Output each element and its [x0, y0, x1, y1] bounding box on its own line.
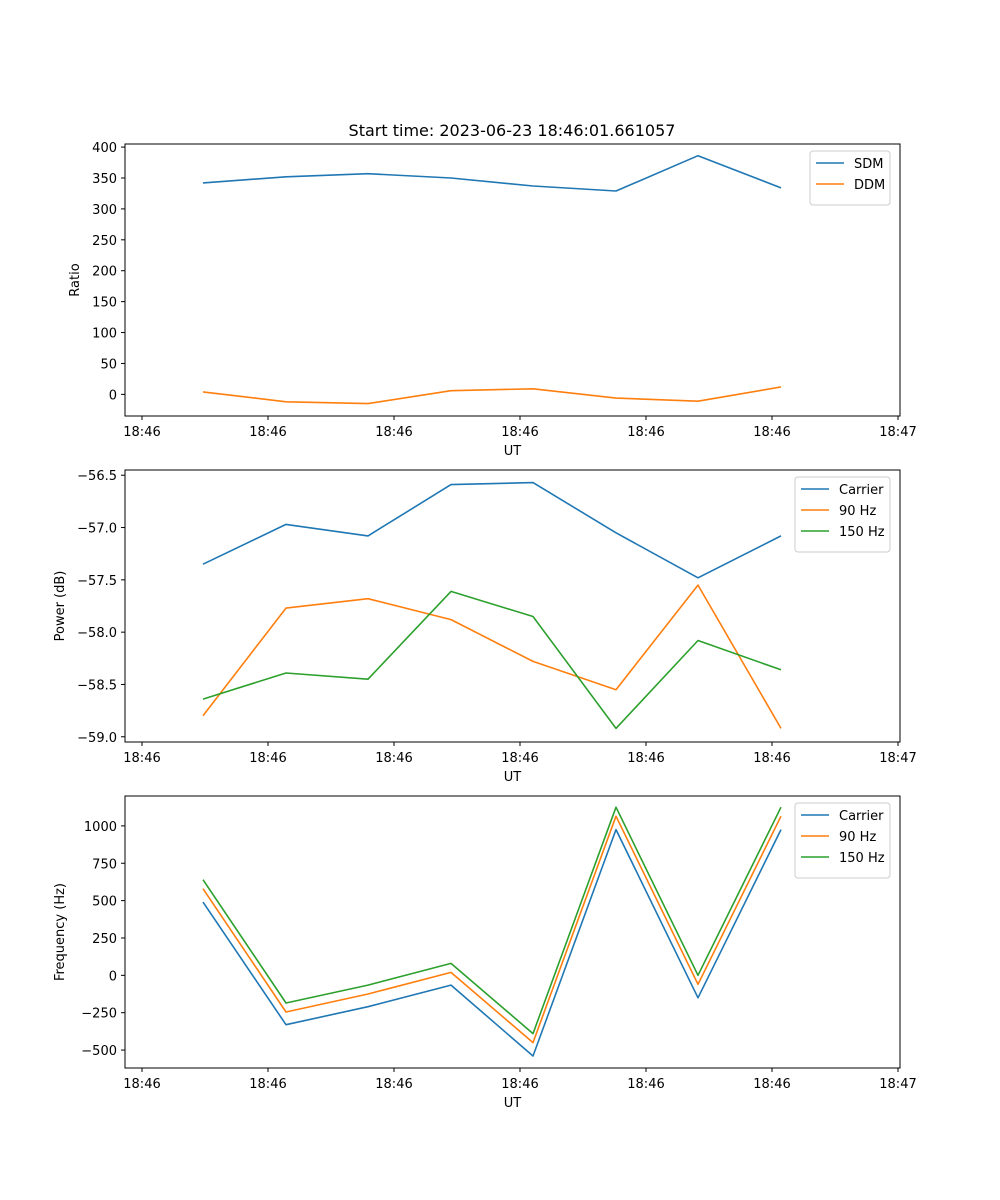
- y-tick-label: 100: [92, 327, 117, 342]
- subplot-3: 18:46 18:46 18:46 18:46 18:46 18:46 18:47 −500 −…: [53, 795, 917, 1111]
- legend-box: [794, 476, 891, 553]
- legend-label: SDM: [854, 157, 883, 172]
- series-line-90-hz: [202, 815, 782, 1044]
- x-tick-label: 18:46: [501, 425, 538, 440]
- y-tick-label: −57.0: [77, 522, 117, 537]
- x-tick-label: 18:46: [753, 425, 790, 440]
- x-tick-label: 18:46: [375, 751, 412, 766]
- legend: Carrier 90 Hz 150 Hz: [794, 802, 891, 879]
- legend-label: Carrier: [839, 483, 884, 498]
- series-line-150-hz: [202, 806, 782, 1035]
- y-tick-label: −58.5: [77, 678, 117, 693]
- x-tick-label: 18:46: [627, 425, 664, 440]
- y-tick-label: 1000: [84, 820, 117, 835]
- x-tick-label: 18:47: [879, 425, 916, 440]
- series-line-carrier: [202, 481, 782, 579]
- y-axis-label: Power (dB): [53, 571, 68, 642]
- x-axis-label: UT: [504, 1096, 522, 1111]
- y-tick-label: 750: [92, 857, 117, 872]
- x-tick-label: 18:46: [375, 425, 412, 440]
- series-line-150-hz: [202, 590, 782, 730]
- y-tick-label: 350: [92, 172, 117, 187]
- y-tick-label: 200: [92, 265, 117, 280]
- x-axis-label: UT: [504, 770, 522, 785]
- y-axis-label: Frequency (Hz): [53, 883, 68, 981]
- legend-label: DDM: [854, 178, 885, 193]
- y-tick-label: 150: [92, 296, 117, 311]
- y-tick-label: −500: [81, 1044, 117, 1059]
- y-tick-label: −58.0: [77, 626, 117, 641]
- subplot-2: 18:46 18:46 18:46 18:46 18:46 18:46 18:47 −59.0…: [53, 469, 917, 785]
- legend-label: 90 Hz: [839, 504, 876, 519]
- x-axis-label: UT: [504, 444, 522, 459]
- y-tick-label: 50: [100, 357, 117, 372]
- x-tick-label: 18:46: [501, 1077, 538, 1092]
- subplots: 18:46 18:46 18:46 18:46 18:46 18:46 18:47 0 50 10…: [53, 141, 917, 1111]
- y-tick-label: 500: [92, 895, 117, 910]
- series-line-carrier: [202, 828, 782, 1057]
- x-tick-label: 18:46: [123, 1077, 160, 1092]
- x-tick-label: 18:47: [879, 751, 916, 766]
- x-tick-label: 18:46: [375, 1077, 412, 1092]
- x-tick-label: 18:46: [627, 751, 664, 766]
- figure-title: Start time: 2023-06-23 18:46:01.661057: [349, 121, 676, 140]
- legend-label: 150 Hz: [839, 525, 885, 540]
- y-tick-label: 400: [92, 141, 117, 156]
- y-tick-label: 300: [92, 203, 117, 218]
- legend-label: Carrier: [839, 809, 884, 824]
- legend-label: 150 Hz: [839, 851, 885, 866]
- legend: SDM DDM: [809, 150, 891, 206]
- axes-frame: [124, 795, 901, 1069]
- x-tick-label: 18:46: [249, 1077, 286, 1092]
- subplot-1: 18:46 18:46 18:46 18:46 18:46 18:46 18:47 0 50 10…: [68, 141, 917, 459]
- legend: Carrier 90 Hz 150 Hz: [794, 476, 891, 553]
- y-tick-label: −250: [81, 1007, 117, 1022]
- axes-frame: [124, 143, 901, 417]
- x-tick-label: 18:46: [753, 751, 790, 766]
- x-tick-label: 18:46: [501, 751, 538, 766]
- axes-frame: [124, 469, 901, 743]
- y-tick-label: 0: [109, 388, 117, 403]
- series-line-90-hz: [202, 584, 782, 729]
- series-line-ddm: [202, 386, 782, 405]
- x-tick-label: 18:46: [249, 425, 286, 440]
- x-tick-label: 18:46: [753, 1077, 790, 1092]
- y-tick-label: 0: [109, 969, 117, 984]
- x-tick-label: 18:46: [249, 751, 286, 766]
- y-tick-label: −57.5: [77, 574, 117, 589]
- x-tick-label: 18:46: [123, 425, 160, 440]
- y-tick-label: −56.5: [77, 469, 117, 484]
- legend-box: [809, 150, 891, 206]
- legend-box: [794, 802, 891, 879]
- y-tick-label: 250: [92, 234, 117, 249]
- y-axis-label: Ratio: [68, 263, 83, 296]
- y-tick-label: 250: [92, 932, 117, 947]
- series-line-sdm: [202, 154, 782, 192]
- x-tick-label: 18:46: [627, 1077, 664, 1092]
- x-tick-label: 18:47: [879, 1077, 916, 1092]
- y-tick-label: −59.0: [77, 731, 117, 746]
- legend-label: 90 Hz: [839, 830, 876, 845]
- x-tick-label: 18:46: [123, 751, 160, 766]
